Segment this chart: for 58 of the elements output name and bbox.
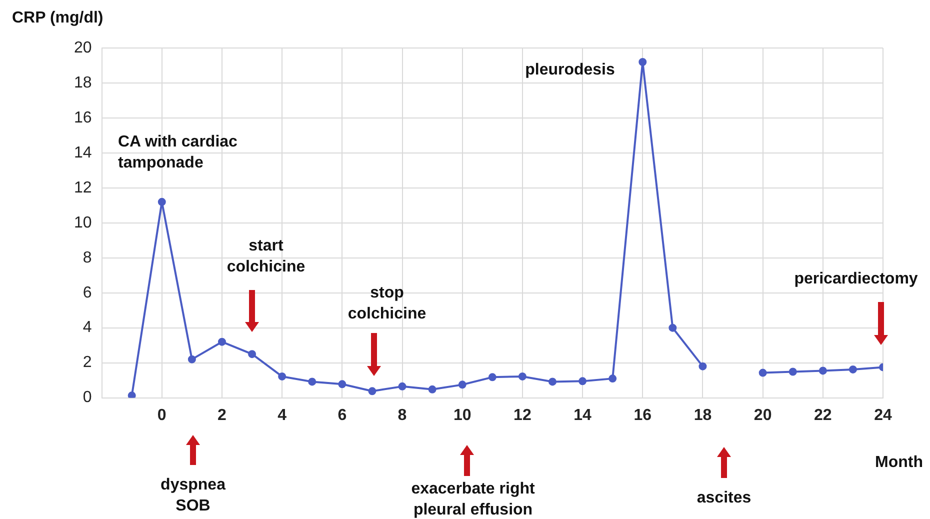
y-tick-label: 16 bbox=[74, 109, 92, 126]
point bbox=[758, 368, 767, 377]
y-tick-label: 18 bbox=[74, 74, 92, 92]
point bbox=[788, 368, 797, 376]
x-tick-label: 22 bbox=[814, 406, 832, 424]
annotation: CA with cardiac tamponade bbox=[118, 133, 238, 172]
point bbox=[278, 372, 286, 380]
point bbox=[158, 198, 166, 206]
point bbox=[338, 380, 346, 388]
text: ascites bbox=[696, 489, 752, 506]
x-tick-label: 8 bbox=[398, 406, 407, 424]
y-tick-label: 14 bbox=[74, 144, 92, 162]
x-tick-label: 18 bbox=[694, 406, 712, 424]
y-tick-label: 6 bbox=[82, 284, 92, 302]
x-tick-label: 16 bbox=[634, 406, 652, 424]
point bbox=[458, 380, 466, 389]
annotation: stop colchicine bbox=[348, 284, 426, 322]
point bbox=[578, 377, 587, 386]
point bbox=[308, 378, 316, 386]
point bbox=[848, 365, 857, 374]
x-tick-label: 6 bbox=[338, 406, 347, 424]
x-axis-title: Month bbox=[875, 454, 923, 472]
y-axis-title: CRP (mg/dl) bbox=[12, 9, 104, 26]
y-tick-label: 20 bbox=[74, 39, 92, 56]
point bbox=[248, 350, 256, 358]
point bbox=[818, 366, 827, 375]
x-tick-label: 14 bbox=[574, 406, 592, 424]
x-tick-label: 10 bbox=[453, 406, 472, 424]
point bbox=[398, 382, 406, 390]
point bbox=[128, 392, 136, 398]
point bbox=[548, 378, 556, 386]
point bbox=[488, 373, 496, 382]
y-tick-label: 8 bbox=[82, 249, 92, 266]
point bbox=[188, 355, 196, 364]
x-tick-label: 24 bbox=[874, 406, 892, 424]
point bbox=[698, 362, 707, 370]
point bbox=[608, 374, 617, 383]
annotation: pericardiectomy bbox=[794, 270, 918, 288]
y-tick-label: 4 bbox=[82, 319, 92, 336]
x-tick-label: 4 bbox=[278, 406, 287, 424]
y-tick-label: 0 bbox=[82, 389, 92, 406]
point bbox=[368, 387, 376, 396]
point bbox=[518, 372, 526, 380]
x-tick-label: 20 bbox=[754, 406, 772, 424]
x-tick-label: 2 bbox=[218, 406, 227, 424]
text: dyspnea SOB bbox=[160, 476, 226, 514]
y-tick-label: 12 bbox=[74, 179, 92, 196]
y-tick-label: 10 bbox=[74, 214, 92, 232]
x-tick-label: 0 bbox=[157, 406, 166, 424]
x-tick-label: 12 bbox=[514, 406, 532, 424]
text: exacerbate right pleural effusion bbox=[411, 480, 536, 518]
point bbox=[428, 385, 436, 394]
annotation: pleurodesis bbox=[525, 61, 615, 78]
point bbox=[668, 324, 677, 332]
annotation: start colchicine bbox=[226, 237, 306, 276]
point bbox=[638, 58, 647, 66]
y-tick-label: 2 bbox=[82, 354, 92, 372]
point bbox=[218, 338, 226, 346]
